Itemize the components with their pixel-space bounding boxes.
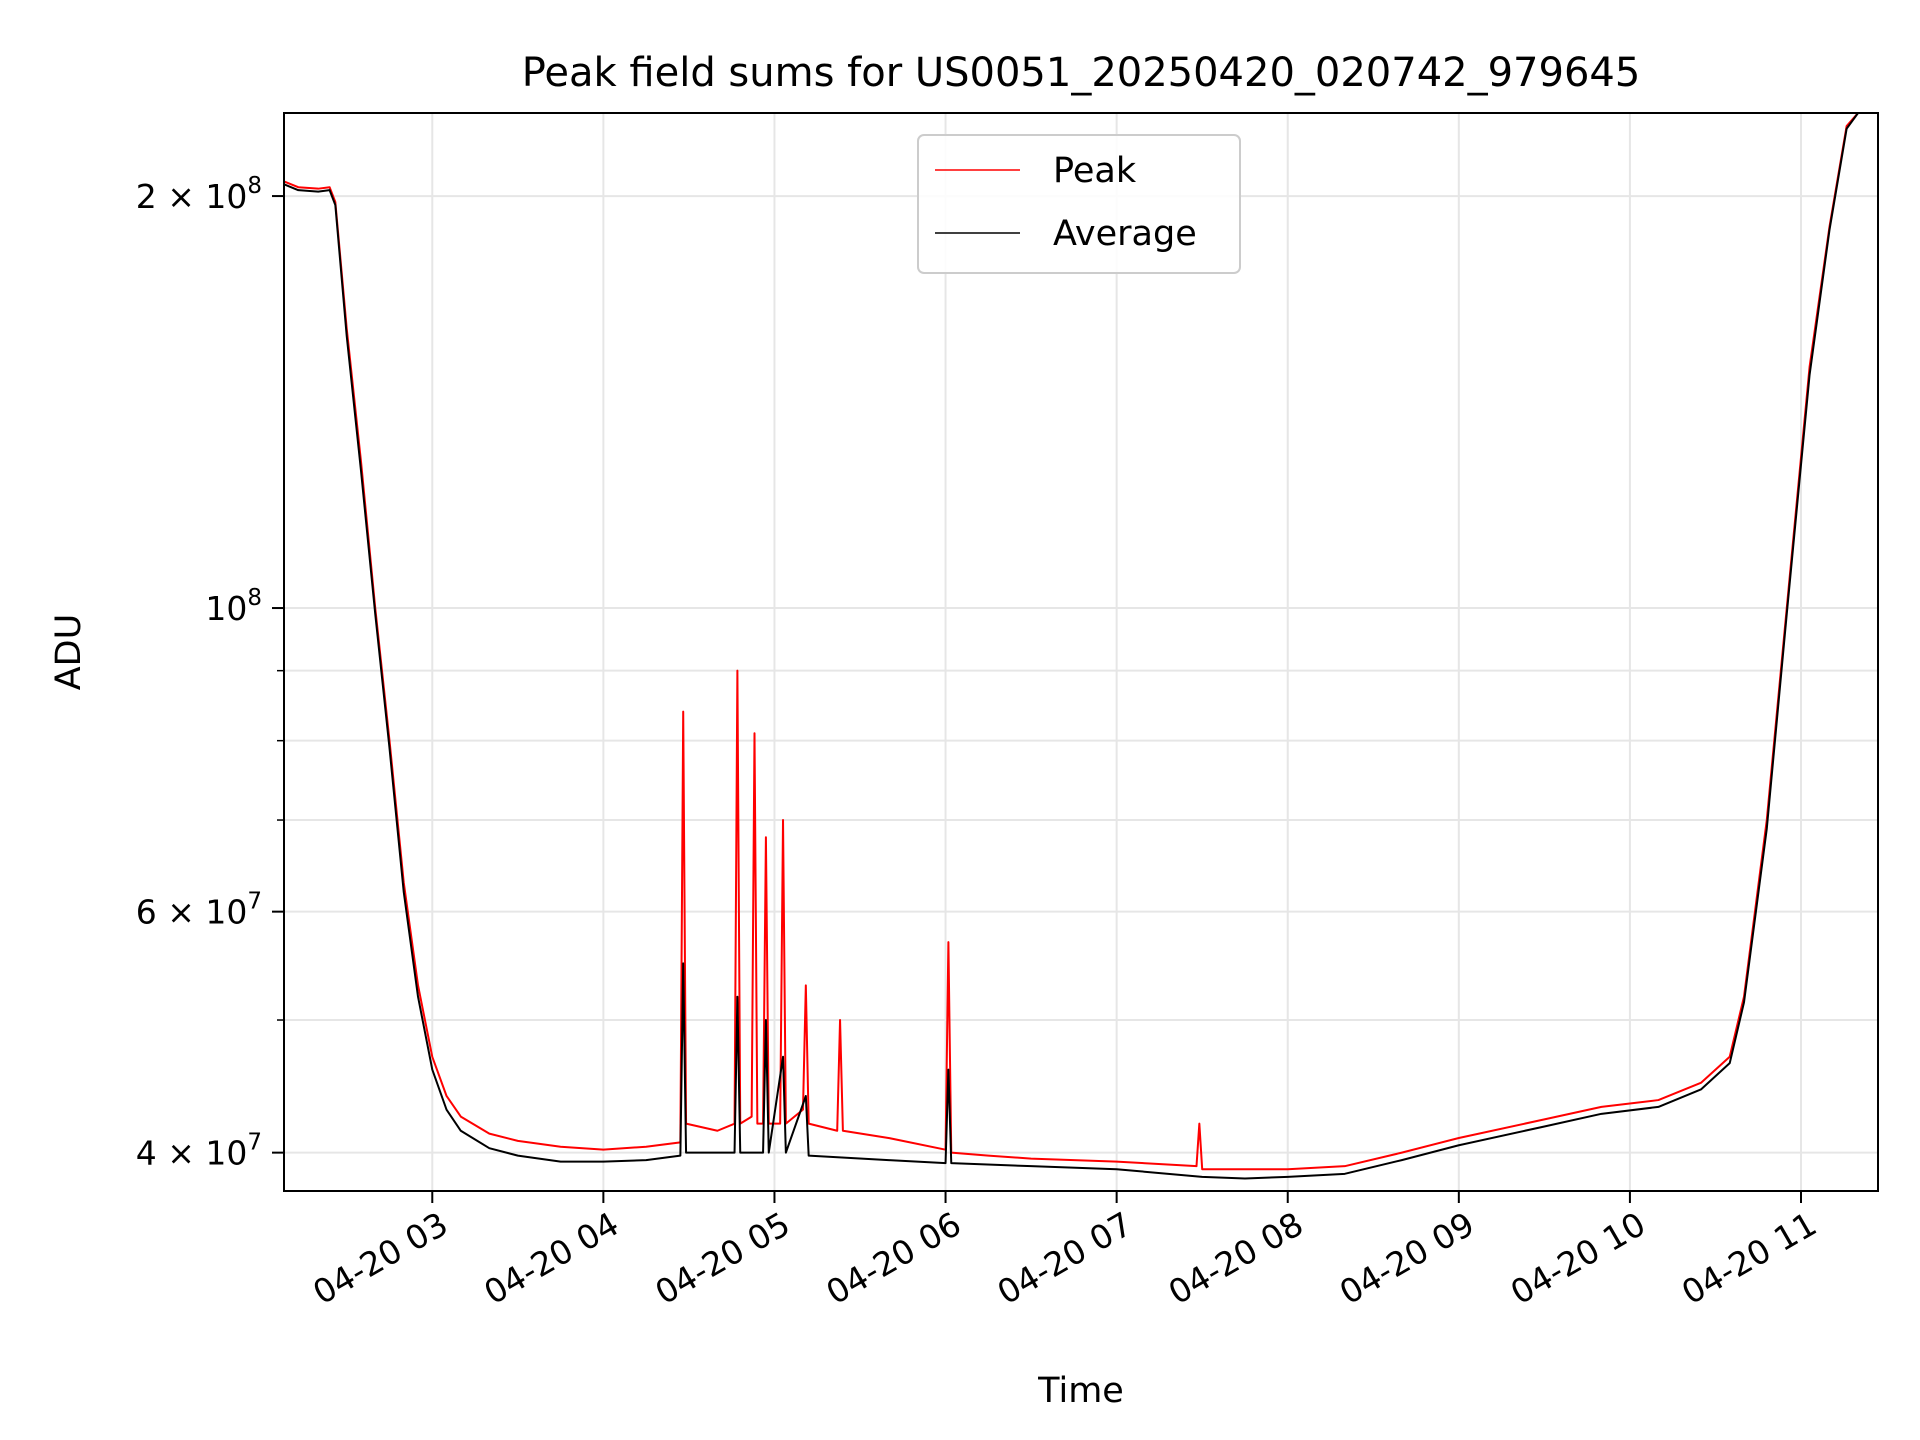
y-tick-label: 108 <box>205 585 262 628</box>
y-tick-label: 2 × 108 <box>136 173 262 216</box>
y-axis: 4 × 107 6 × 107 108 2 × 108 <box>136 173 284 1173</box>
plot-frame <box>283 112 1879 1192</box>
series-line-average <box>284 113 1859 1180</box>
legend: Peak Average <box>917 134 1241 274</box>
y-tick-label: 4 × 107 <box>136 1130 262 1173</box>
grid <box>284 113 1878 1191</box>
chart-title: Peak field sums for US0051_20250420_0207… <box>522 50 1641 96</box>
legend-label-peak: Peak <box>1053 151 1137 191</box>
plot-area <box>284 113 1859 1180</box>
legend-label-average: Average <box>1053 214 1197 254</box>
series-line-peak <box>284 113 1859 1171</box>
y-tick-label: 6 × 107 <box>136 889 262 932</box>
x-axis-label: Time <box>1037 1371 1124 1411</box>
y-axis-label: ADU <box>49 614 89 691</box>
